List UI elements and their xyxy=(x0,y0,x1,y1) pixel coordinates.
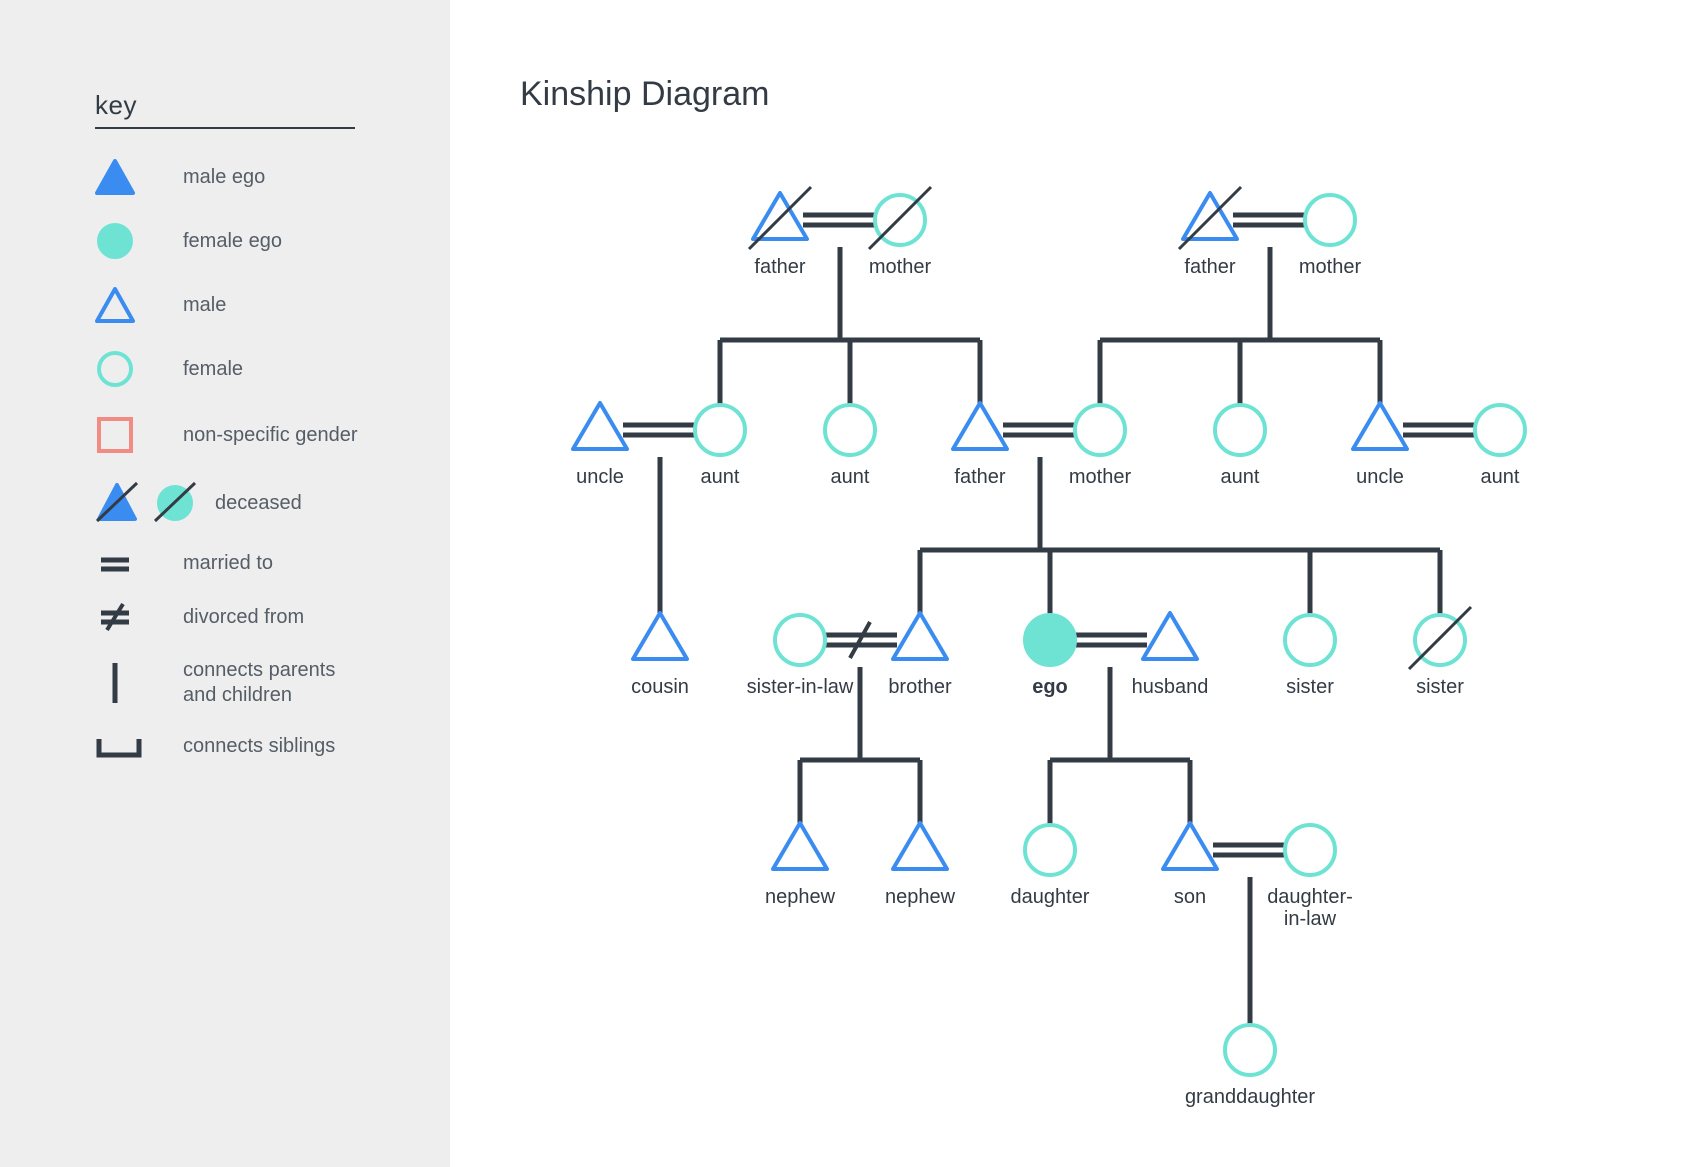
svg-text:sister-in-law: sister-in-law xyxy=(747,676,854,698)
node-son xyxy=(1163,823,1217,869)
legend-title: key xyxy=(95,90,355,129)
male-icon xyxy=(95,287,183,323)
legend-item-married: married to xyxy=(95,551,410,576)
node-sister1 xyxy=(1285,615,1335,665)
node-husband xyxy=(1143,613,1197,659)
node-mgm xyxy=(1305,195,1355,245)
svg-text:uncle: uncle xyxy=(1356,466,1404,488)
svg-text:father: father xyxy=(1184,256,1235,278)
svg-text:aunt: aunt xyxy=(701,466,740,488)
node-father xyxy=(953,403,1007,449)
node-sister2 xyxy=(1409,607,1471,669)
legend-label: connects parents and children xyxy=(183,658,335,708)
legend-item-parent-child: connects parents and children xyxy=(95,658,410,708)
page: key male ego female ego male female xyxy=(0,0,1695,1167)
parent-child-icon xyxy=(95,661,183,705)
node-uncle1 xyxy=(573,403,627,449)
diagram-panel: Kinship Diagram father mother father mother… xyxy=(450,0,1695,1167)
legend-item-male: male xyxy=(95,287,410,323)
legend-item-siblings: connects siblings xyxy=(95,734,410,759)
legend-label: non-specific gender xyxy=(183,423,358,448)
legend-label: female ego xyxy=(183,229,282,254)
svg-text:in-law: in-law xyxy=(1284,908,1337,930)
legend-label: divorced from xyxy=(183,605,304,630)
legend-panel: key male ego female ego male female xyxy=(0,0,450,1167)
legend-label: female xyxy=(183,357,243,382)
male-ego-icon xyxy=(95,159,183,195)
legend-item-female: female xyxy=(95,349,410,389)
node-pgm xyxy=(869,187,931,249)
legend-label: married to xyxy=(183,551,273,576)
svg-text:aunt: aunt xyxy=(1221,466,1260,488)
svg-text:father: father xyxy=(754,256,805,278)
legend-label: male ego xyxy=(183,165,265,190)
legend-item-deceased: deceased xyxy=(95,481,410,525)
deceased-icon xyxy=(95,481,215,525)
married-icon xyxy=(95,554,183,574)
node-nephew2 xyxy=(893,823,947,869)
node-ego xyxy=(1025,615,1075,665)
svg-text:nephew: nephew xyxy=(885,886,956,908)
node-pgf xyxy=(749,187,811,249)
legend-label: connects siblings xyxy=(183,734,335,759)
node-cousin xyxy=(633,613,687,659)
nonspecific-icon xyxy=(95,415,183,455)
female-ego-icon xyxy=(95,221,183,261)
node-uncle2 xyxy=(1353,403,1407,449)
legend-item-male-ego: male ego xyxy=(95,159,410,195)
svg-text:mother: mother xyxy=(1069,466,1132,488)
node-aunt3 xyxy=(1215,405,1265,455)
svg-text:sister: sister xyxy=(1286,676,1334,698)
node-gd xyxy=(1225,1025,1275,1075)
svg-text:brother: brother xyxy=(888,676,952,698)
node-brother xyxy=(893,613,947,659)
divorced-icon xyxy=(95,602,183,632)
node-mgf xyxy=(1179,187,1241,249)
svg-text:daughter: daughter xyxy=(1011,886,1090,908)
svg-text:aunt: aunt xyxy=(1481,466,1520,488)
node-aunt1 xyxy=(695,405,745,455)
svg-text:mother: mother xyxy=(869,256,932,278)
node-aunt4 xyxy=(1475,405,1525,455)
legend-item-divorced: divorced from xyxy=(95,602,410,632)
svg-text:nephew: nephew xyxy=(765,886,836,908)
svg-text:ego: ego xyxy=(1032,676,1068,698)
svg-text:sister: sister xyxy=(1416,676,1464,698)
svg-text:uncle: uncle xyxy=(576,466,624,488)
svg-text:daughter-: daughter- xyxy=(1267,886,1353,908)
legend-label: male xyxy=(183,293,226,318)
svg-text:aunt: aunt xyxy=(831,466,870,488)
svg-text:father: father xyxy=(954,466,1005,488)
legend-item-nonspecific: non-specific gender xyxy=(95,415,410,455)
svg-text:husband: husband xyxy=(1132,676,1209,698)
siblings-icon xyxy=(95,735,183,759)
svg-text:son: son xyxy=(1174,886,1206,908)
node-dil xyxy=(1285,825,1335,875)
node-nephew1 xyxy=(773,823,827,869)
svg-text:mother: mother xyxy=(1299,256,1362,278)
svg-text:granddaughter: granddaughter xyxy=(1185,1086,1315,1108)
node-aunt2 xyxy=(825,405,875,455)
node-sil xyxy=(775,615,825,665)
svg-text:cousin: cousin xyxy=(631,676,689,698)
legend-item-female-ego: female ego xyxy=(95,221,410,261)
node-daughter xyxy=(1025,825,1075,875)
kinship-svg: father mother father mother uncle aunt aunt fat… xyxy=(480,130,1660,1140)
legend-label: deceased xyxy=(215,491,302,516)
node-mother xyxy=(1075,405,1125,455)
diagram-title: Kinship Diagram xyxy=(520,75,1655,114)
female-icon xyxy=(95,349,183,389)
